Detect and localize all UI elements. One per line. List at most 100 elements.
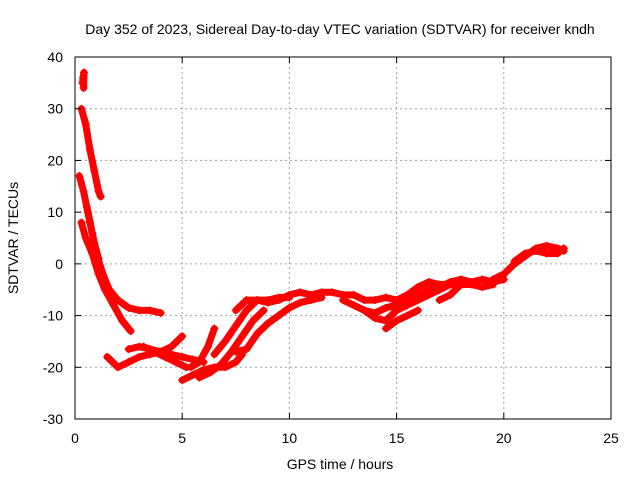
data-point	[178, 352, 187, 361]
data-point	[94, 254, 103, 263]
series-track-5	[82, 202, 103, 263]
x-tick-label: 15	[389, 430, 405, 446]
data-point	[178, 332, 187, 341]
data-point	[206, 368, 215, 377]
data-point	[90, 166, 99, 175]
data-point	[94, 270, 103, 279]
data-point	[360, 306, 369, 315]
data-point	[77, 218, 86, 227]
series-trail	[77, 219, 135, 335]
data-point	[489, 275, 498, 284]
x-tick-label: 25	[603, 430, 619, 446]
data-point	[381, 316, 390, 325]
data-point	[167, 342, 176, 351]
series-track-13	[231, 293, 326, 356]
grid-lines	[75, 57, 611, 419]
data-point	[414, 306, 423, 315]
data-point	[238, 332, 247, 341]
data-point	[253, 296, 262, 305]
data-point	[371, 314, 380, 323]
x-tick-label: 5	[178, 430, 186, 446]
data-point	[139, 342, 148, 351]
data-point	[94, 187, 103, 196]
data-point	[146, 306, 155, 315]
data-point	[253, 329, 262, 338]
data-point	[86, 146, 95, 155]
series-trail	[511, 244, 568, 265]
x-tick-label: 20	[496, 430, 512, 446]
data-point	[510, 257, 519, 266]
data-point	[317, 288, 326, 297]
data-point	[78, 78, 87, 87]
data-point	[101, 285, 110, 294]
data-point	[82, 202, 91, 211]
series-track-14	[231, 277, 455, 315]
chart-title: Day 352 of 2023, Sidereal Day-to-day VTE…	[85, 21, 594, 37]
data-point	[446, 280, 455, 289]
data-point	[80, 68, 89, 77]
data-point	[542, 249, 551, 258]
data-point	[559, 244, 568, 253]
data-point	[274, 311, 283, 320]
series-track-10	[186, 324, 219, 372]
data-point	[124, 303, 133, 312]
y-tick-label: -20	[43, 359, 63, 375]
data-point	[109, 301, 118, 310]
data-point	[210, 324, 219, 333]
data-point	[553, 249, 562, 258]
data-point	[195, 373, 204, 382]
y-tick-label: 40	[47, 49, 63, 65]
data-point	[349, 301, 358, 310]
data-point	[75, 171, 84, 180]
data-point	[339, 296, 347, 305]
data-point	[263, 298, 272, 307]
data-point	[242, 296, 251, 305]
data-point	[221, 337, 230, 346]
data-point	[79, 187, 88, 196]
data-point	[103, 352, 112, 361]
data-point	[360, 296, 369, 305]
data-point	[79, 84, 88, 93]
data-point	[248, 316, 257, 325]
y-axis-label: SDTVAR / TECUs	[5, 182, 21, 294]
data-point	[296, 298, 305, 307]
x-tick-label: 0	[71, 430, 79, 446]
data-point	[216, 360, 225, 369]
plot-frame	[74, 56, 612, 420]
series-trail	[436, 278, 476, 304]
data-point	[242, 345, 251, 354]
data-point	[285, 303, 294, 312]
series-track-11	[195, 306, 268, 382]
data-point	[435, 296, 444, 305]
data-point	[231, 321, 240, 330]
data-point	[499, 270, 508, 279]
data-point	[381, 303, 390, 312]
data-point	[263, 319, 272, 328]
data-point	[186, 363, 195, 372]
y-tick-label: -10	[43, 308, 63, 324]
data-point	[79, 73, 88, 82]
data-point	[403, 311, 412, 320]
data-point	[531, 246, 540, 255]
data-point	[274, 296, 283, 305]
data-point	[86, 218, 95, 227]
data-point	[150, 347, 159, 356]
data-point	[171, 358, 180, 367]
data-point	[328, 288, 337, 297]
data-point	[521, 249, 530, 258]
data-point	[81, 120, 90, 129]
data-point	[81, 234, 90, 242]
series-track-18	[435, 277, 476, 305]
data-point	[285, 290, 294, 299]
data-point	[467, 277, 476, 286]
series-track-19	[489, 241, 568, 284]
y-tick-label: -30	[43, 411, 63, 427]
data-point	[259, 306, 268, 315]
data-point	[542, 241, 551, 250]
data-point	[210, 350, 219, 359]
series-track-4	[77, 218, 135, 336]
data-point	[296, 288, 305, 297]
data-point	[478, 283, 487, 292]
series-track-2	[77, 104, 105, 201]
